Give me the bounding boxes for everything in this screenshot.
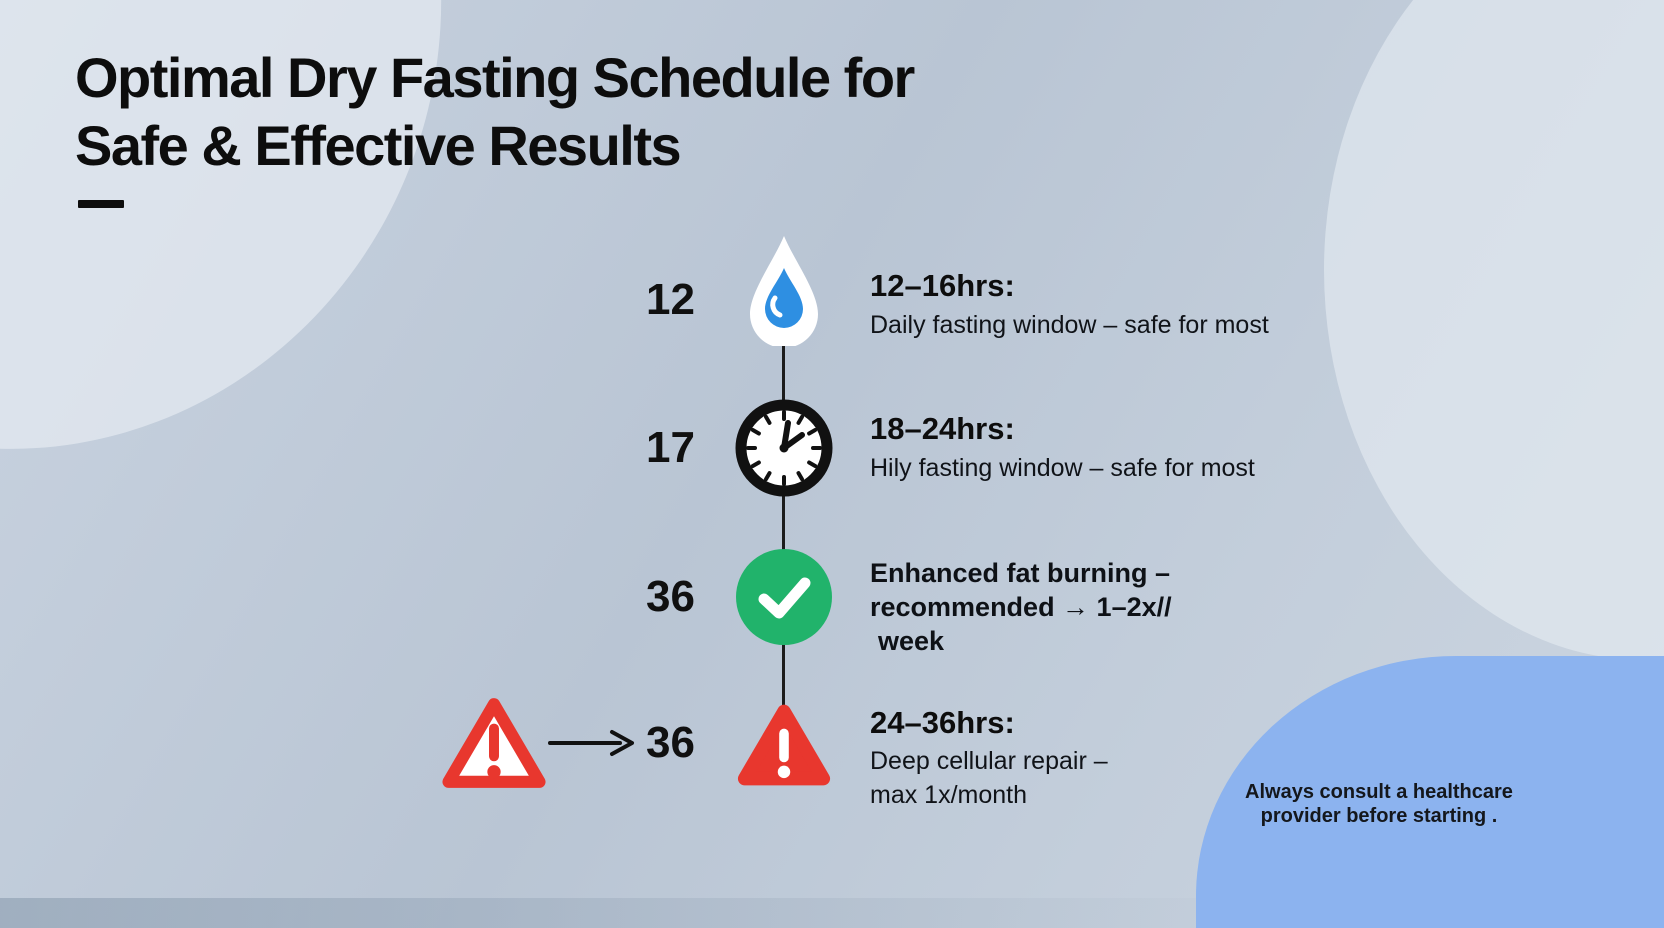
page-title: Optimal Dry Fasting Schedule for Safe & … bbox=[75, 44, 915, 181]
step-description-3: Enhanced fat burning – recommended → 1–2… bbox=[870, 556, 1172, 658]
clock-icon bbox=[735, 399, 833, 497]
step-number-2: 17 bbox=[646, 423, 695, 472]
check-circle-icon bbox=[736, 549, 832, 645]
step-description-3-line2: recommended → 1–2x// bbox=[870, 592, 1172, 622]
warning-triangle-icon bbox=[737, 704, 831, 786]
decor-blob-right bbox=[1324, 0, 1664, 660]
page-title-line1: Optimal Dry Fasting Schedule for bbox=[75, 46, 915, 109]
step-number-3: 36 bbox=[646, 572, 695, 621]
warning-triangle-outline-icon bbox=[442, 698, 546, 788]
step-description-3-line3: week bbox=[878, 626, 945, 656]
step-description-4-line1: Deep cellular repair – bbox=[870, 747, 1108, 775]
page-title-line2: Safe & Effective Results bbox=[75, 114, 682, 178]
step-description-4: Deep cellular repair – max 1x/month bbox=[870, 744, 1108, 812]
step-heading-4: 24–36hrs: bbox=[870, 705, 1015, 740]
disclaimer-line1: Always consult a healthcare bbox=[1245, 781, 1513, 803]
step-heading-1: 12–16hrs: bbox=[870, 268, 1015, 303]
disclaimer: Always consult a healthcare provider bef… bbox=[1226, 780, 1532, 829]
step-description-3-line1: Enhanced fat burning – bbox=[870, 558, 1171, 588]
step-heading-2: 18–24hrs: bbox=[870, 411, 1015, 446]
step-description-4-line2: max 1x/month bbox=[870, 781, 1028, 809]
step-number-1: 12 bbox=[646, 275, 695, 324]
disclaimer-line2: provider before starting . bbox=[1260, 805, 1498, 828]
step-description-2: Hily fasting window – safe for most bbox=[870, 454, 1255, 482]
title-underline bbox=[78, 200, 124, 208]
timeline-line bbox=[782, 340, 785, 710]
step-number-4: 36 bbox=[646, 718, 695, 767]
water-drop-icon bbox=[750, 236, 818, 346]
step-description-1: Daily fasting window – safe for most bbox=[870, 311, 1269, 339]
arrow-right-icon bbox=[548, 730, 634, 756]
